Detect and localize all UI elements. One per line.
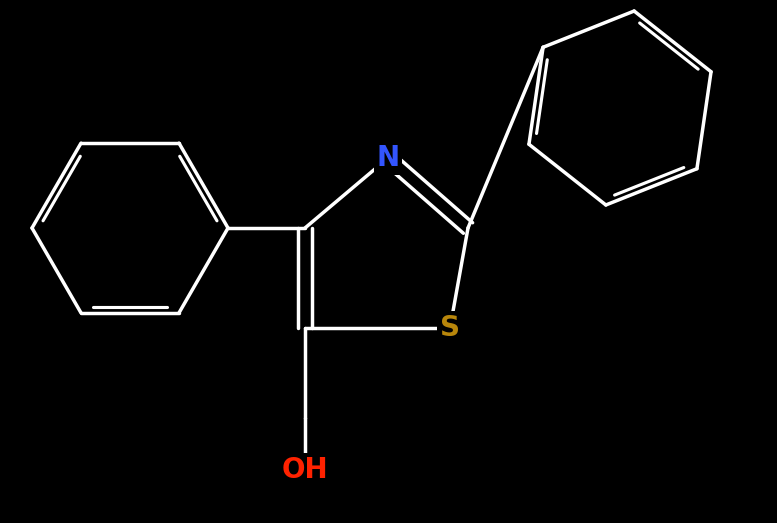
Text: OH: OH [282,456,329,484]
Text: N: N [376,144,399,172]
Text: S: S [440,314,460,342]
